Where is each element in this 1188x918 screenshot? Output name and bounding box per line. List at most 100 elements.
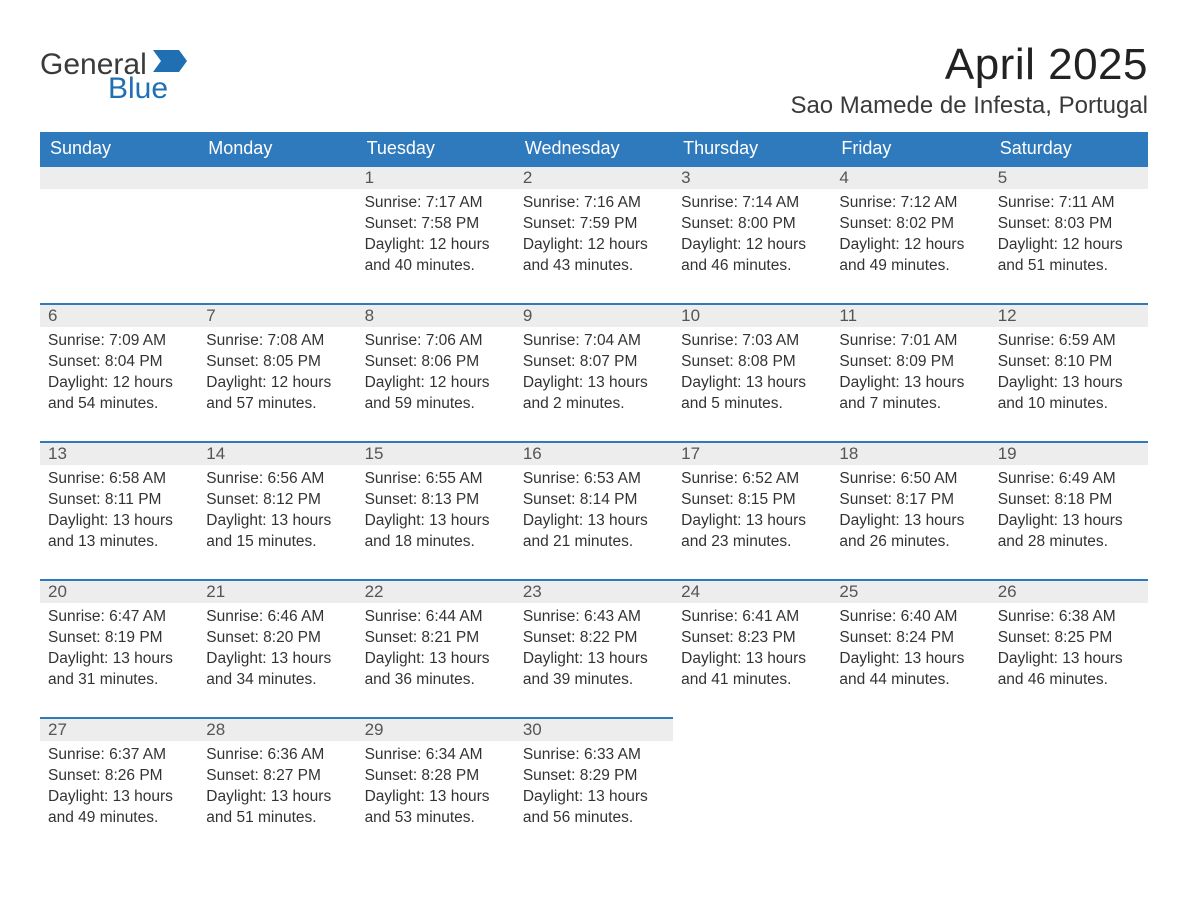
day-details: Sunrise: 7:06 AMSunset: 8:06 PMDaylight:… xyxy=(357,327,515,421)
calendar-cell: 13Sunrise: 6:58 AMSunset: 8:11 PMDayligh… xyxy=(40,441,198,579)
sunset-line: Sunset: 8:05 PM xyxy=(206,352,348,373)
day-number: 15 xyxy=(357,441,515,465)
daylight-line: Daylight: 13 hours and 7 minutes. xyxy=(839,373,981,415)
sunrise-line: Sunrise: 7:01 AM xyxy=(839,331,981,352)
day-number: 25 xyxy=(831,579,989,603)
calendar-cell: 28Sunrise: 6:36 AMSunset: 8:27 PMDayligh… xyxy=(198,717,356,855)
calendar-cell: 5Sunrise: 7:11 AMSunset: 8:03 PMDaylight… xyxy=(990,165,1148,303)
day-details: Sunrise: 7:14 AMSunset: 8:00 PMDaylight:… xyxy=(673,189,831,283)
sunrise-line: Sunrise: 6:41 AM xyxy=(681,607,823,628)
calendar-cell: 20Sunrise: 6:47 AMSunset: 8:19 PMDayligh… xyxy=(40,579,198,717)
calendar-cell: 26Sunrise: 6:38 AMSunset: 8:25 PMDayligh… xyxy=(990,579,1148,717)
sunset-line: Sunset: 8:11 PM xyxy=(48,490,190,511)
daylight-line: Daylight: 12 hours and 43 minutes. xyxy=(523,235,665,277)
sunrise-line: Sunrise: 6:44 AM xyxy=(365,607,507,628)
daylight-line: Daylight: 13 hours and 49 minutes. xyxy=(48,787,190,829)
calendar-table: SundayMondayTuesdayWednesdayThursdayFrid… xyxy=(40,132,1148,855)
calendar-cell: 1Sunrise: 7:17 AMSunset: 7:58 PMDaylight… xyxy=(357,165,515,303)
calendar-cell: 19Sunrise: 6:49 AMSunset: 8:18 PMDayligh… xyxy=(990,441,1148,579)
daylight-line: Daylight: 12 hours and 54 minutes. xyxy=(48,373,190,415)
day-number: 6 xyxy=(40,303,198,327)
day-number: 5 xyxy=(990,165,1148,189)
day-details: Sunrise: 7:04 AMSunset: 8:07 PMDaylight:… xyxy=(515,327,673,421)
day-details: Sunrise: 6:43 AMSunset: 8:22 PMDaylight:… xyxy=(515,603,673,697)
sunrise-line: Sunrise: 7:04 AM xyxy=(523,331,665,352)
calendar-cell-empty xyxy=(990,717,1148,855)
day-number-bar xyxy=(40,165,198,189)
day-number: 28 xyxy=(198,717,356,741)
sunset-line: Sunset: 8:10 PM xyxy=(998,352,1140,373)
daylight-line: Daylight: 13 hours and 5 minutes. xyxy=(681,373,823,415)
daylight-line: Daylight: 13 hours and 18 minutes. xyxy=(365,511,507,553)
day-number: 19 xyxy=(990,441,1148,465)
calendar-cell: 15Sunrise: 6:55 AMSunset: 8:13 PMDayligh… xyxy=(357,441,515,579)
day-number: 24 xyxy=(673,579,831,603)
sunset-line: Sunset: 8:24 PM xyxy=(839,628,981,649)
day-number-bar xyxy=(198,165,356,189)
weekday-header: Saturday xyxy=(990,132,1148,165)
sunrise-line: Sunrise: 6:38 AM xyxy=(998,607,1140,628)
calendar-cell-empty xyxy=(831,717,989,855)
weekday-header: Friday xyxy=(831,132,989,165)
daylight-line: Daylight: 13 hours and 39 minutes. xyxy=(523,649,665,691)
location-subtitle: Sao Mamede de Infesta, Portugal xyxy=(790,92,1148,120)
daylight-line: Daylight: 12 hours and 49 minutes. xyxy=(839,235,981,277)
day-details: Sunrise: 6:47 AMSunset: 8:19 PMDaylight:… xyxy=(40,603,198,697)
calendar-cell: 14Sunrise: 6:56 AMSunset: 8:12 PMDayligh… xyxy=(198,441,356,579)
sunrise-line: Sunrise: 6:58 AM xyxy=(48,469,190,490)
sunset-line: Sunset: 8:17 PM xyxy=(839,490,981,511)
calendar-cell: 23Sunrise: 6:43 AMSunset: 8:22 PMDayligh… xyxy=(515,579,673,717)
sunrise-line: Sunrise: 7:12 AM xyxy=(839,193,981,214)
calendar-cell: 3Sunrise: 7:14 AMSunset: 8:00 PMDaylight… xyxy=(673,165,831,303)
calendar-cell: 27Sunrise: 6:37 AMSunset: 8:26 PMDayligh… xyxy=(40,717,198,855)
calendar-cell: 2Sunrise: 7:16 AMSunset: 7:59 PMDaylight… xyxy=(515,165,673,303)
sunset-line: Sunset: 7:59 PM xyxy=(523,214,665,235)
daylight-line: Daylight: 13 hours and 13 minutes. xyxy=(48,511,190,553)
day-number: 14 xyxy=(198,441,356,465)
sunset-line: Sunset: 8:25 PM xyxy=(998,628,1140,649)
calendar-cell: 4Sunrise: 7:12 AMSunset: 8:02 PMDaylight… xyxy=(831,165,989,303)
sunset-line: Sunset: 8:07 PM xyxy=(523,352,665,373)
sunrise-line: Sunrise: 7:08 AM xyxy=(206,331,348,352)
day-details: Sunrise: 6:59 AMSunset: 8:10 PMDaylight:… xyxy=(990,327,1148,421)
weekday-header: Tuesday xyxy=(357,132,515,165)
calendar-body: 1Sunrise: 7:17 AMSunset: 7:58 PMDaylight… xyxy=(40,165,1148,855)
day-details: Sunrise: 7:09 AMSunset: 8:04 PMDaylight:… xyxy=(40,327,198,421)
day-details: Sunrise: 6:56 AMSunset: 8:12 PMDaylight:… xyxy=(198,465,356,559)
calendar-cell: 21Sunrise: 6:46 AMSunset: 8:20 PMDayligh… xyxy=(198,579,356,717)
daylight-line: Daylight: 13 hours and 51 minutes. xyxy=(206,787,348,829)
day-details: Sunrise: 6:53 AMSunset: 8:14 PMDaylight:… xyxy=(515,465,673,559)
day-number: 7 xyxy=(198,303,356,327)
sunset-line: Sunset: 8:14 PM xyxy=(523,490,665,511)
weekday-header: Monday xyxy=(198,132,356,165)
daylight-line: Daylight: 13 hours and 2 minutes. xyxy=(523,373,665,415)
sunrise-line: Sunrise: 6:40 AM xyxy=(839,607,981,628)
calendar-cell: 10Sunrise: 7:03 AMSunset: 8:08 PMDayligh… xyxy=(673,303,831,441)
sunset-line: Sunset: 8:02 PM xyxy=(839,214,981,235)
weekday-header: Thursday xyxy=(673,132,831,165)
daylight-line: Daylight: 13 hours and 41 minutes. xyxy=(681,649,823,691)
page-header: General Blue April 2025 Sao Mamede de In… xyxy=(40,40,1148,120)
day-details: Sunrise: 6:46 AMSunset: 8:20 PMDaylight:… xyxy=(198,603,356,697)
day-details: Sunrise: 6:58 AMSunset: 8:11 PMDaylight:… xyxy=(40,465,198,559)
sunrise-line: Sunrise: 7:17 AM xyxy=(365,193,507,214)
daylight-line: Daylight: 12 hours and 40 minutes. xyxy=(365,235,507,277)
calendar-cell: 16Sunrise: 6:53 AMSunset: 8:14 PMDayligh… xyxy=(515,441,673,579)
sunset-line: Sunset: 8:21 PM xyxy=(365,628,507,649)
sunset-line: Sunset: 8:04 PM xyxy=(48,352,190,373)
day-details: Sunrise: 7:17 AMSunset: 7:58 PMDaylight:… xyxy=(357,189,515,283)
daylight-line: Daylight: 13 hours and 15 minutes. xyxy=(206,511,348,553)
sunset-line: Sunset: 8:00 PM xyxy=(681,214,823,235)
day-number: 16 xyxy=(515,441,673,465)
day-number: 9 xyxy=(515,303,673,327)
day-details: Sunrise: 6:34 AMSunset: 8:28 PMDaylight:… xyxy=(357,741,515,835)
daylight-line: Daylight: 13 hours and 21 minutes. xyxy=(523,511,665,553)
sunrise-line: Sunrise: 6:36 AM xyxy=(206,745,348,766)
day-number: 8 xyxy=(357,303,515,327)
sunset-line: Sunset: 8:09 PM xyxy=(839,352,981,373)
sunset-line: Sunset: 8:18 PM xyxy=(998,490,1140,511)
day-details: Sunrise: 7:01 AMSunset: 8:09 PMDaylight:… xyxy=(831,327,989,421)
calendar-header-row: SundayMondayTuesdayWednesdayThursdayFrid… xyxy=(40,132,1148,165)
sunset-line: Sunset: 8:12 PM xyxy=(206,490,348,511)
day-number: 13 xyxy=(40,441,198,465)
